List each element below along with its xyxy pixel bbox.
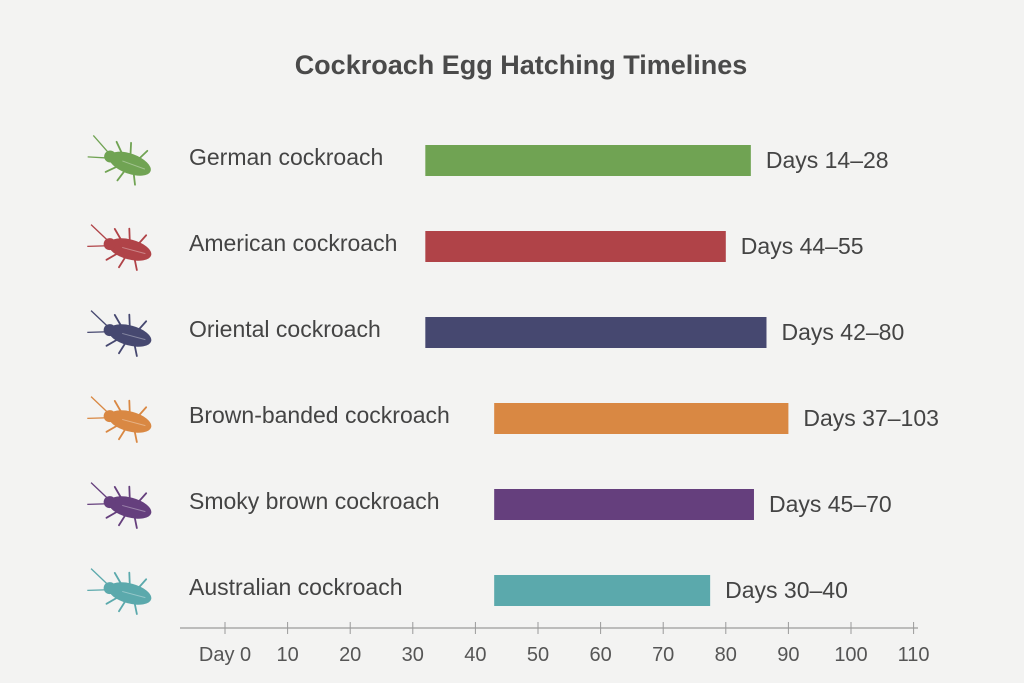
category-label-german-cockroach: German cockroach bbox=[189, 144, 383, 170]
x-tick-label: 60 bbox=[589, 644, 611, 666]
x-tick-label: 70 bbox=[652, 644, 674, 666]
australian-cockroach-icon bbox=[87, 568, 152, 615]
x-tick-label: 50 bbox=[527, 644, 549, 666]
range-label-oriental-cockroach: Days 42–80 bbox=[781, 319, 904, 345]
x-tick-label: Day 0 bbox=[199, 644, 251, 666]
range-label-australian-cockroach: Days 30–40 bbox=[725, 577, 848, 603]
category-label-brown-banded-cockroach: Brown-banded cockroach bbox=[189, 402, 450, 428]
bar-smoky-brown-cockroach bbox=[494, 489, 754, 520]
x-tick-label: 10 bbox=[276, 644, 298, 666]
bar-german-cockroach bbox=[425, 145, 751, 176]
bars-layer: German cockroach Days 14–28 American cockr… bbox=[189, 144, 939, 606]
category-label-oriental-cockroach: Oriental cockroach bbox=[189, 316, 381, 342]
oriental-cockroach-icon bbox=[87, 310, 152, 357]
chart-title: Cockroach Egg Hatching Timelines bbox=[294, 50, 748, 80]
x-tick-label: 110 bbox=[898, 644, 930, 666]
x-tick-label: 100 bbox=[834, 644, 867, 666]
x-tick-label: 30 bbox=[402, 644, 424, 666]
x-tick-label: 20 bbox=[339, 644, 361, 666]
x-tick-label: 80 bbox=[715, 644, 737, 666]
x-axis: Day 0 10 20 30 40 50 60 70 80 90 100 110 bbox=[180, 622, 930, 666]
german-cockroach-icon bbox=[87, 135, 151, 186]
range-label-smoky-brown-cockroach: Days 45–70 bbox=[769, 491, 892, 517]
bar-american-cockroach bbox=[425, 231, 726, 262]
range-label-german-cockroach: Days 14–28 bbox=[766, 147, 889, 173]
brown-banded-cockroach-icon bbox=[87, 396, 152, 443]
smoky-brown-cockroach-icon bbox=[87, 482, 152, 529]
bar-brown-banded-cockroach bbox=[494, 403, 789, 434]
bar-australian-cockroach bbox=[494, 575, 711, 606]
bar-oriental-cockroach bbox=[425, 317, 767, 348]
range-label-american-cockroach: Days 44–55 bbox=[741, 233, 864, 259]
x-tick-label: 90 bbox=[777, 644, 799, 666]
icons-layer bbox=[87, 135, 152, 615]
category-label-smoky-brown-cockroach: Smoky brown cockroach bbox=[189, 488, 440, 514]
category-label-american-cockroach: American cockroach bbox=[189, 230, 397, 256]
range-label-brown-banded-cockroach: Days 37–103 bbox=[803, 405, 939, 431]
category-label-australian-cockroach: Australian cockroach bbox=[189, 574, 403, 600]
x-tick-label: 40 bbox=[464, 644, 486, 666]
american-cockroach-icon bbox=[87, 224, 152, 271]
